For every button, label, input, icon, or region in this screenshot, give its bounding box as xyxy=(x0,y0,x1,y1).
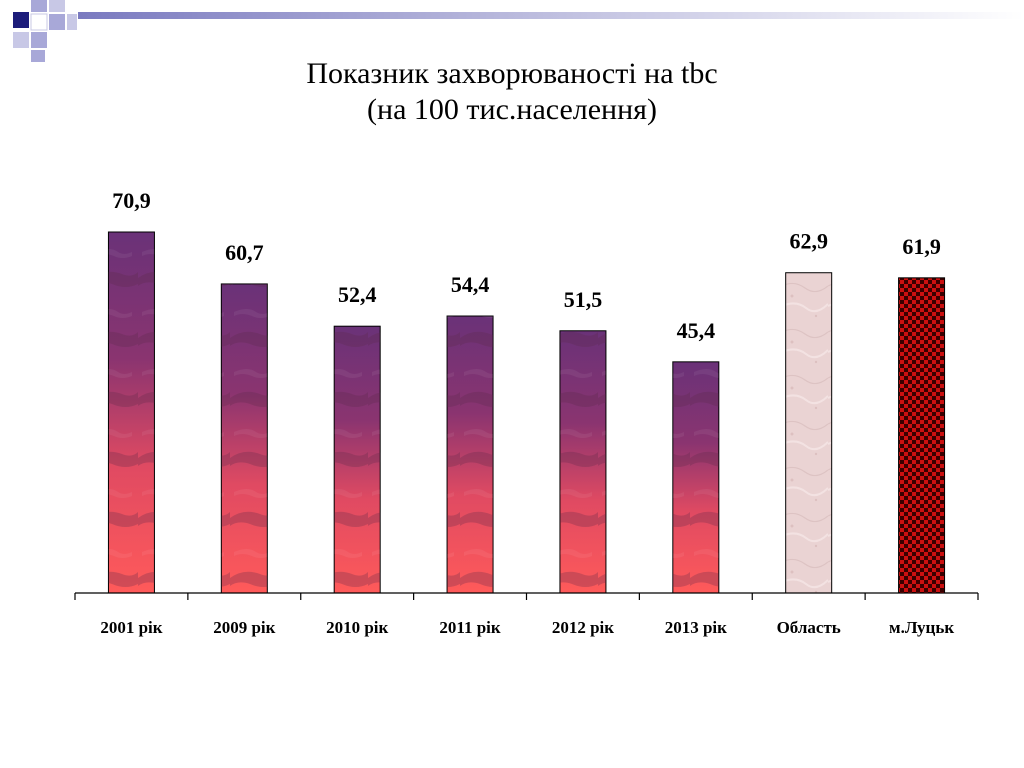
bar xyxy=(672,361,720,594)
category-label: 2001 рік xyxy=(100,618,162,637)
x-axis xyxy=(74,592,979,600)
category-label: Область xyxy=(777,618,841,637)
value-label: 51,5 xyxy=(564,287,603,312)
value-label: 62,9 xyxy=(789,229,828,254)
bars-group xyxy=(107,231,946,594)
chart-title-line1: Показник захворюваності на tbc xyxy=(306,57,718,90)
category-labels-group: 2001 рік 2009 рік 2010 рік 2011 рік 2012 рік… xyxy=(100,618,954,637)
bar xyxy=(107,231,155,594)
value-label: 61,9 xyxy=(902,234,941,259)
value-labels-group: 70,9 60,7 52,4 54,4 51,5 45,4 62,9 61,9 xyxy=(112,188,941,343)
bar xyxy=(333,325,381,594)
category-label: 2009 рік xyxy=(213,618,275,637)
category-label: 2010 рік xyxy=(326,618,388,637)
bar xyxy=(446,315,494,594)
category-label: м.Луцьк xyxy=(889,618,954,637)
value-label: 54,4 xyxy=(451,272,490,297)
value-label: 52,4 xyxy=(338,282,377,307)
chart-title-line2: (на 100 тис.населення) xyxy=(367,93,657,126)
bar xyxy=(785,272,833,594)
bar xyxy=(559,330,607,594)
value-label: 60,7 xyxy=(225,240,264,265)
bar xyxy=(898,277,946,594)
category-label: 2012 рік xyxy=(552,618,614,637)
category-label: 2013 рік xyxy=(665,618,727,637)
value-label: 70,9 xyxy=(112,188,151,213)
value-label: 45,4 xyxy=(677,318,716,343)
bar xyxy=(220,283,268,594)
category-label: 2011 рік xyxy=(439,618,500,637)
top-gradient-band xyxy=(78,12,1024,19)
chart-title: Показник захворюваності на tbc (на 100 т… xyxy=(0,56,1024,128)
corner-decoration xyxy=(13,0,1024,62)
square-navy xyxy=(13,12,29,28)
